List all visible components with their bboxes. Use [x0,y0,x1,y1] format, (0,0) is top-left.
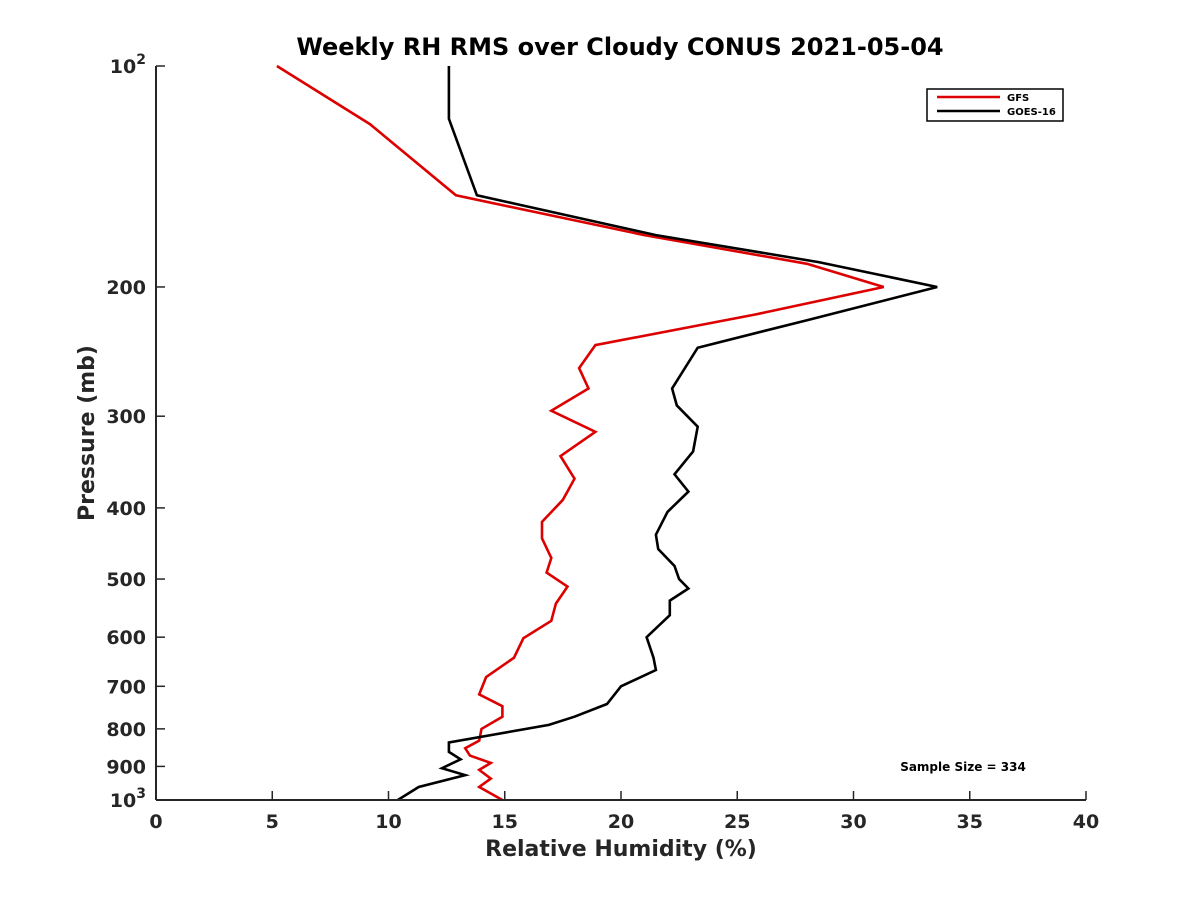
series-line-goes-16 [397,66,938,802]
legend-box [926,88,1064,122]
y-tick-label-base: 500 [106,569,146,591]
x-tick-label: 30 [840,811,866,833]
y-tick-label-base: 10 [110,790,136,812]
y-tick-label-base: 600 [106,627,146,649]
y-tick-label: 700 [106,676,146,698]
y-tick-label-base: 200 [106,277,146,299]
y-tick-label: 600 [106,627,146,649]
y-tick-label: 800 [106,719,146,741]
x-tick-label: 0 [149,811,162,833]
x-tick-label: 10 [375,811,401,833]
y-tick-label-base: 900 [106,756,146,778]
y-tick-label: 500 [106,569,146,591]
chart-title: Weekly RH RMS over Cloudy CONUS 2021-05-… [296,33,943,61]
x-axis-label: Relative Humidity (%) [485,837,757,862]
y-tick-label-exponent: 2 [136,52,146,68]
x-tick-label: 35 [957,811,983,833]
sample-size-annotation: Sample Size = 334 [900,760,1026,774]
x-ticks: 0 5 10 15 20 25 30 35 40 [149,791,1099,833]
y-tick-label-exponent: 3 [136,786,146,802]
y-tick-label: 102 [110,52,146,78]
legend-entries: GFS GOES-16 [937,93,1056,118]
y-tick-label-base: 800 [106,719,146,741]
x-tick-label: 20 [608,811,634,833]
legend-label: GFS [1007,93,1029,104]
legend: GFS GOES-16 [926,88,1064,122]
y-tick-label-base: 400 [106,498,146,520]
y-tick-label-base: 700 [106,676,146,698]
y-tick-label: 200 [106,277,146,299]
x-tick-label: 5 [266,811,279,833]
x-tick-label: 25 [724,811,750,833]
legend-label: GOES-16 [1007,107,1056,118]
axes-layer [155,66,1086,801]
y-tick-label: 400 [106,498,146,520]
y-tick-label: 900 [106,756,146,778]
series-line-gfs [276,64,885,802]
series-layer [276,64,938,802]
y-tick-label-base: 300 [106,406,146,428]
y-axis-label: Pressure (mb) [75,345,100,521]
y-tick-label: 103 [110,786,146,812]
y-tick-label: 300 [106,406,146,428]
x-tick-label: 15 [492,811,518,833]
x-tick-label: 40 [1073,811,1099,833]
y-tick-label-base: 10 [110,56,136,78]
